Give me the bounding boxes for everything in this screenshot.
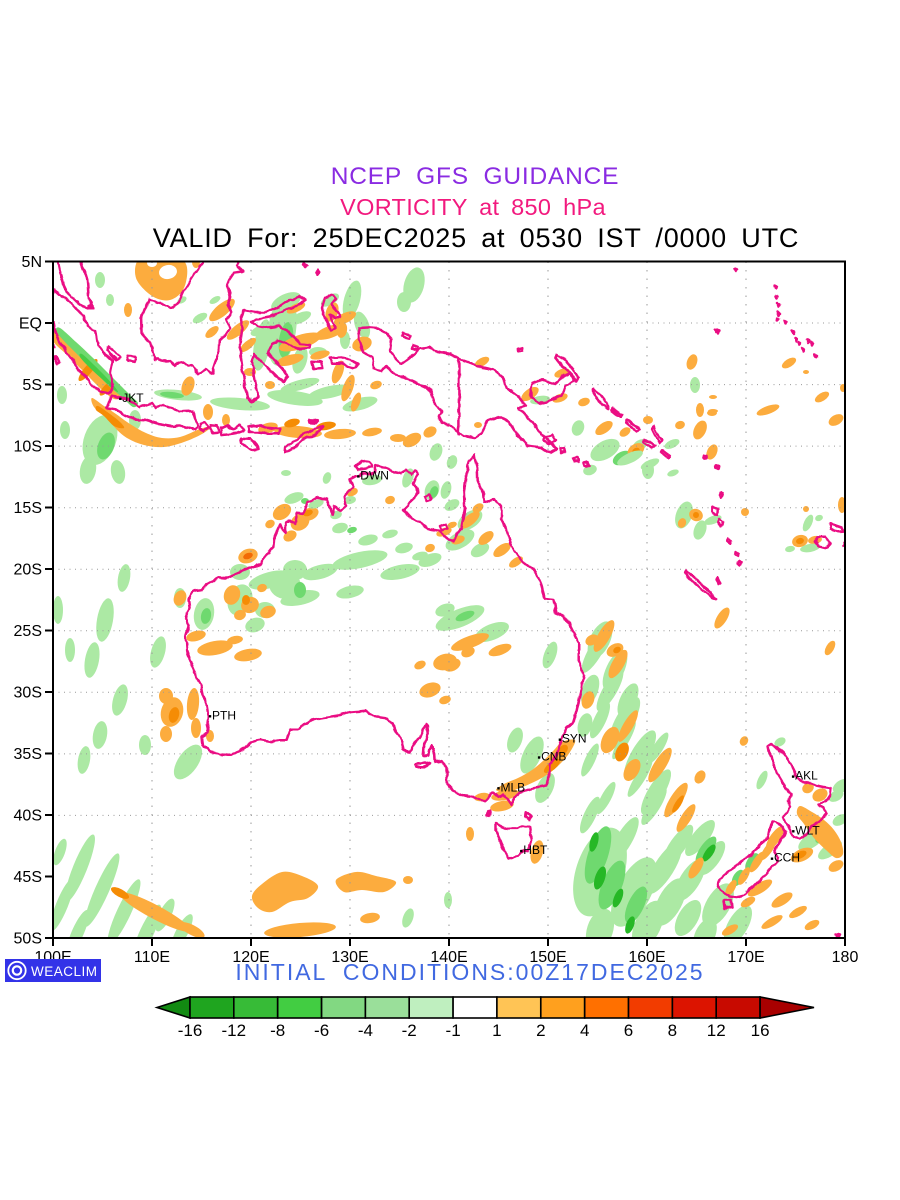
svg-text:140E: 140E (430, 949, 467, 966)
svg-text:-2: -2 (402, 1021, 417, 1040)
svg-text:AKL: AKL (795, 769, 818, 783)
svg-text:8: 8 (668, 1021, 677, 1040)
svg-text:NCEP GFS GUIDANCE: NCEP GFS GUIDANCE (331, 163, 620, 190)
svg-text:PTH: PTH (212, 708, 236, 722)
svg-text:30S: 30S (14, 685, 42, 702)
svg-text:HBT: HBT (523, 843, 548, 857)
svg-text:45S: 45S (14, 869, 42, 886)
svg-text:-16: -16 (178, 1021, 203, 1040)
svg-text:1: 1 (492, 1021, 501, 1040)
svg-text:JKT: JKT (122, 391, 144, 405)
svg-text:180: 180 (832, 949, 859, 966)
svg-text:-8: -8 (270, 1021, 285, 1040)
svg-text:VALID For: 25DEC2025 at 0530 I: VALID For: 25DEC2025 at 0530 IST /0000 U… (153, 223, 799, 253)
svg-text:12: 12 (707, 1021, 726, 1040)
svg-text:CNB: CNB (541, 750, 566, 764)
svg-text:110E: 110E (134, 949, 170, 966)
svg-text:170E: 170E (727, 949, 764, 966)
svg-text:-6: -6 (314, 1021, 329, 1040)
svg-text:160E: 160E (628, 949, 665, 966)
svg-text:20S: 20S (14, 562, 42, 579)
svg-text:40S: 40S (14, 808, 42, 825)
svg-text:6: 6 (624, 1021, 633, 1040)
svg-text:-12: -12 (222, 1021, 247, 1040)
svg-text:-4: -4 (358, 1021, 373, 1040)
svg-text:150E: 150E (529, 949, 566, 966)
svg-text:SYN: SYN (562, 732, 587, 746)
svg-text:CCH: CCH (774, 851, 800, 865)
svg-text:INITIAL CONDITIONS:00Z17DEC202: INITIAL CONDITIONS:00Z17DEC2025 (235, 959, 704, 985)
svg-text:130E: 130E (331, 949, 368, 966)
svg-text:5N: 5N (22, 254, 42, 271)
svg-text:10S: 10S (14, 439, 42, 456)
svg-text:WLT: WLT (795, 823, 820, 837)
svg-text:2: 2 (536, 1021, 545, 1040)
svg-text:25S: 25S (14, 623, 42, 640)
svg-text:MLB: MLB (501, 780, 526, 794)
svg-text:50S: 50S (14, 931, 42, 948)
svg-text:5S: 5S (22, 377, 42, 394)
svg-text:120E: 120E (232, 949, 269, 966)
svg-text:16: 16 (751, 1021, 770, 1040)
svg-text:35S: 35S (14, 746, 42, 763)
svg-text:VORTICITY at 850 hPa: VORTICITY at 850 hPa (340, 194, 606, 220)
svg-text:15S: 15S (14, 500, 42, 517)
svg-text:EQ: EQ (19, 316, 42, 333)
svg-text:4: 4 (580, 1021, 589, 1040)
svg-text:-1: -1 (446, 1021, 461, 1040)
svg-text:WEACLIM: WEACLIM (31, 964, 98, 979)
svg-text:DWN: DWN (360, 468, 389, 482)
